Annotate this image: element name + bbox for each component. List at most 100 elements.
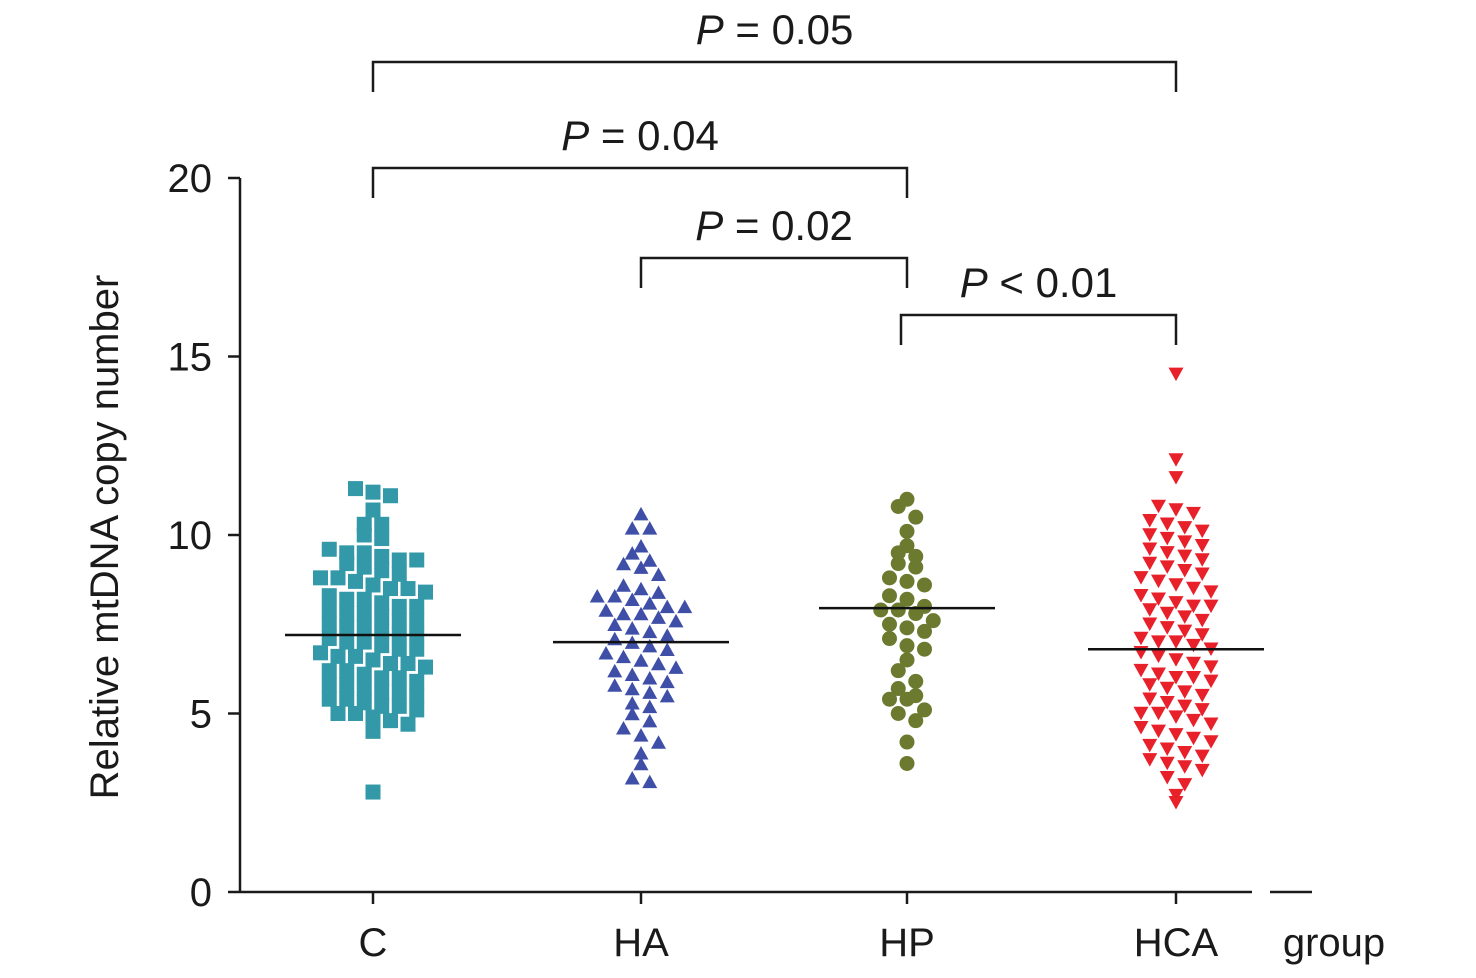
data-point	[409, 552, 425, 568]
data-point	[1159, 756, 1175, 771]
data-point	[356, 591, 372, 607]
data-point	[899, 755, 915, 771]
data-point	[633, 506, 649, 521]
data-point	[917, 702, 932, 718]
y-tick-label: 5	[190, 693, 212, 737]
data-point	[1142, 678, 1158, 692]
data-point	[616, 578, 631, 592]
data-point	[908, 606, 924, 622]
data-point	[642, 774, 658, 789]
data-point	[1203, 585, 1219, 599]
data-point	[624, 521, 640, 535]
data-point	[356, 527, 372, 543]
data-point	[1186, 671, 1201, 685]
data-point	[642, 699, 658, 714]
data-point	[356, 681, 372, 697]
data-point	[624, 771, 640, 785]
data-point	[365, 502, 381, 518]
data-point	[1177, 549, 1193, 564]
data-point	[321, 677, 337, 693]
data-point	[908, 713, 924, 729]
data-point	[1142, 603, 1158, 617]
mean-lines	[285, 606, 1264, 651]
data-point	[616, 649, 631, 664]
data-point	[365, 577, 381, 593]
data-point	[1186, 656, 1201, 671]
data-point	[1151, 724, 1166, 739]
data-point	[616, 721, 631, 735]
data-point	[374, 516, 390, 532]
data-point	[1133, 706, 1149, 721]
data-point	[374, 670, 390, 686]
data-point	[633, 560, 649, 574]
data-point	[882, 691, 897, 707]
data-point	[1159, 546, 1175, 560]
data-point	[607, 588, 623, 603]
data-point	[391, 684, 407, 700]
data-point	[1151, 592, 1166, 607]
data-point	[890, 556, 906, 572]
data-point	[1151, 635, 1166, 649]
data-point	[624, 681, 640, 696]
data-point	[633, 756, 649, 771]
data-point	[899, 638, 915, 654]
data-point	[1168, 471, 1184, 485]
data-point	[374, 563, 390, 579]
y-tick-label: 10	[168, 514, 213, 558]
data-point	[356, 606, 372, 622]
data-point	[908, 673, 924, 689]
data-point	[356, 634, 372, 650]
data-point	[383, 488, 398, 504]
data-point	[1159, 621, 1175, 635]
x-tick-label: HA	[613, 921, 669, 965]
data-point	[1177, 746, 1193, 760]
data-point	[391, 598, 407, 614]
data-point	[1186, 599, 1201, 614]
x-ticks: C HA HP HCA	[359, 892, 1219, 965]
data-point	[339, 591, 355, 607]
data-point	[374, 548, 390, 564]
data-point	[321, 663, 337, 679]
data-point	[642, 521, 658, 535]
data-point	[1142, 753, 1158, 767]
x-tick-label: HP	[879, 921, 935, 965]
data-point	[321, 588, 337, 604]
data-point	[418, 659, 433, 675]
data-point	[1177, 535, 1193, 549]
data-point	[659, 688, 675, 703]
data-point	[1177, 624, 1193, 639]
data-point	[409, 673, 425, 689]
data-point	[1168, 596, 1184, 610]
data-point	[1194, 628, 1210, 642]
data-point	[365, 784, 381, 800]
data-point	[1133, 721, 1149, 735]
data-point	[1142, 556, 1158, 571]
y-tick-label: 15	[168, 336, 213, 380]
data-point	[1194, 524, 1210, 539]
data-point	[409, 641, 425, 657]
data-point	[339, 620, 355, 636]
data-point	[1177, 610, 1193, 624]
data-point	[624, 621, 640, 635]
y-ticks: 0 5 10 15 20	[168, 157, 240, 915]
data-point	[1186, 638, 1201, 653]
data-point	[642, 553, 658, 567]
data-point	[1194, 567, 1210, 582]
data-point	[313, 570, 328, 586]
data-point	[321, 541, 337, 557]
data-point	[642, 638, 658, 653]
data-point	[890, 545, 906, 561]
data-point	[1159, 517, 1175, 532]
data-point	[1142, 617, 1158, 631]
data-point	[365, 484, 381, 500]
data-point	[1177, 685, 1193, 699]
data-point	[1142, 528, 1158, 542]
data-point	[668, 660, 684, 674]
data-point	[1186, 506, 1201, 521]
data-point	[321, 616, 337, 632]
data-point	[1159, 606, 1175, 621]
data-point	[1168, 728, 1184, 742]
data-point	[321, 691, 337, 707]
data-point	[882, 570, 897, 586]
data-point	[651, 585, 666, 599]
